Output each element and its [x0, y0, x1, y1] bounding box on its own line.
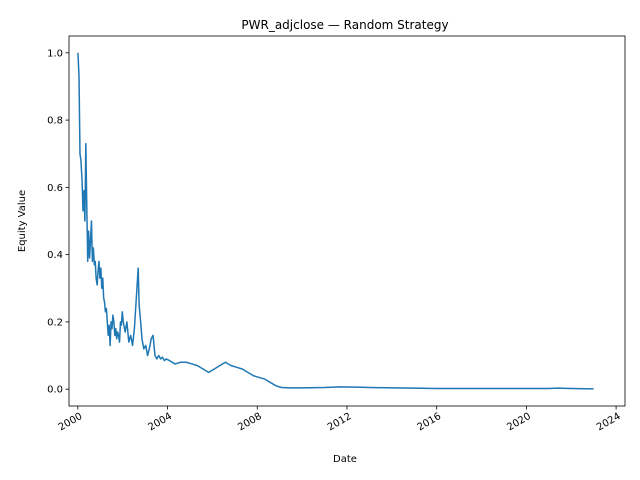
y-tick-label: 0.6 — [47, 183, 63, 194]
x-tick-label: 2000 — [57, 411, 85, 433]
y-axis: 0.0 0.2 0.4 0.6 0.8 1.0 — [47, 48, 69, 396]
x-tick-label: 2024 — [595, 411, 623, 433]
x-axis-label: Date — [333, 454, 357, 465]
y-tick-label: 0.0 — [47, 385, 63, 396]
y-tick-label: 1.0 — [47, 48, 63, 59]
chart-title: PWR_adjclose — Random Strategy — [241, 18, 448, 32]
y-tick-label: 0.2 — [47, 317, 63, 328]
x-tick-label: 2016 — [416, 411, 444, 433]
equity-series-line — [77, 52, 594, 390]
x-tick-label: 2008 — [236, 411, 264, 433]
x-tick-label: 2012 — [326, 411, 354, 433]
y-axis-label: Equity Value — [17, 190, 28, 252]
y-tick-label: 0.8 — [47, 116, 63, 127]
x-axis: 2000 2004 2008 2012 2016 2020 2024 — [57, 406, 623, 433]
x-tick-label: 2020 — [505, 411, 533, 433]
y-tick-label: 0.4 — [47, 250, 63, 261]
plot-area — [68, 35, 626, 407]
x-tick-label: 2004 — [147, 411, 175, 433]
